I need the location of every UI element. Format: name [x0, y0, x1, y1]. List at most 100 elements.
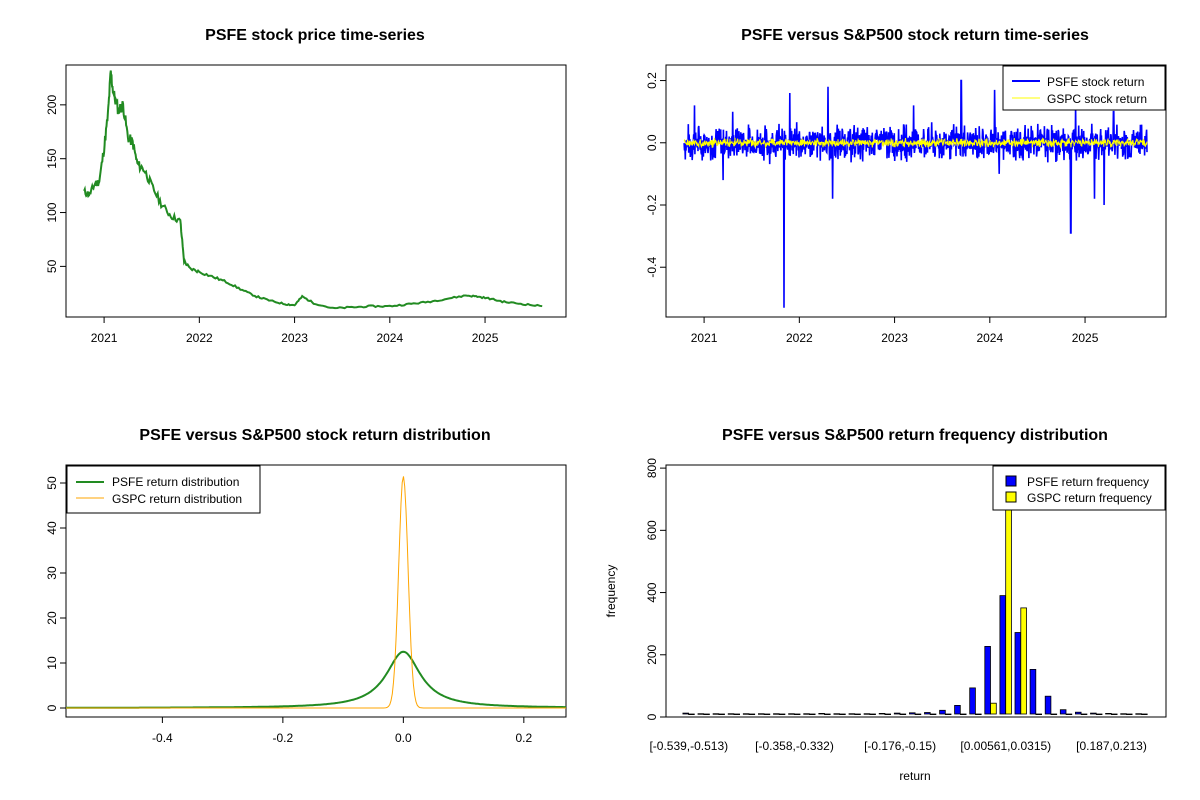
y-tick-label: 20	[45, 611, 59, 625]
bar-gspc	[763, 713, 771, 716]
y-tick-label: 150	[45, 148, 59, 168]
bar-gspc	[899, 713, 907, 716]
bar-gspc	[1020, 607, 1027, 715]
plot-frame	[665, 64, 1167, 318]
legend-label-gspc: GSPC stock return	[1047, 92, 1147, 106]
y-tick-label: -0.2	[645, 194, 659, 215]
legend: PSFE return frequency GSPC return freque…	[992, 465, 1166, 511]
bar-psfe	[712, 713, 720, 715]
bar-psfe	[803, 713, 810, 715]
x-axis-label: return	[899, 769, 930, 783]
x-tick-label: 2022	[186, 331, 213, 345]
x-tick-label: -0.4	[152, 731, 173, 745]
bar-psfe	[742, 713, 750, 715]
plot-frame	[65, 64, 567, 318]
y-tick-label: 200	[645, 644, 659, 664]
y-tick-label: 600	[645, 520, 659, 540]
bar-psfe	[1029, 669, 1037, 715]
bar-gspc	[1065, 713, 1073, 716]
series-layer	[83, 70, 543, 310]
density-line-gspc	[66, 476, 566, 709]
y-tick-label: 10	[45, 656, 59, 670]
bar-gspc	[733, 713, 741, 716]
series-line-psfe-price	[83, 70, 543, 310]
bar-psfe	[863, 713, 871, 715]
bar-psfe	[999, 595, 1007, 715]
y-tick-label: 0	[645, 713, 659, 720]
panel-return-timeseries: PSFE versus S&P500 stock return time-ser…	[645, 27, 1167, 345]
y-tick-label: -0.4	[645, 257, 659, 278]
y-tick-label: 400	[645, 582, 659, 602]
y-axis-label: frequency	[604, 565, 618, 618]
bar-gspc	[1141, 713, 1148, 716]
legend-label-psfe: PSFE stock return	[1047, 75, 1144, 89]
series-layer	[683, 79, 1148, 308]
legend-box	[1002, 65, 1166, 111]
x-tick-label: [-0.358,-0.332)	[755, 739, 834, 753]
bar-psfe	[833, 713, 841, 715]
x-tick-label: 2024	[376, 331, 403, 345]
x-tick-label: [0.187,0.213)	[1076, 739, 1147, 753]
x-tick-label: [0.00561,0.0315)	[960, 739, 1051, 753]
bar-gspc	[839, 713, 846, 716]
x-tick-label: 2022	[786, 331, 813, 345]
legend-swatch-psfe	[1005, 475, 1017, 487]
plot-frame	[65, 464, 567, 718]
bar-gspc	[1080, 713, 1088, 716]
y-tick-label: 30	[45, 566, 59, 580]
x-tick-label: 0.2	[515, 731, 532, 745]
bar-gspc	[960, 713, 967, 716]
legend-label-psfe: PSFE return frequency	[1027, 475, 1149, 489]
bar-psfe	[878, 713, 886, 715]
bar-psfe	[1059, 709, 1067, 715]
bar-gspc	[1035, 713, 1043, 716]
bar-gspc	[718, 713, 725, 716]
axis-ticks: 50 100 150 200 2021 2022 2023 2024 2025	[45, 95, 499, 345]
legend: PSFE stock return GSPC stock return	[1002, 65, 1166, 111]
y-tick-label: 50	[45, 259, 59, 273]
bar-gspc	[1111, 713, 1118, 716]
bar-psfe	[1135, 713, 1142, 715]
legend-box	[992, 465, 1166, 511]
panel-return-frequency: PSFE versus S&P500 return frequency dist…	[604, 427, 1167, 783]
bar-gspc	[990, 702, 997, 715]
series-line-gspc-return	[683, 136, 1148, 150]
legend-swatch-gspc	[1005, 491, 1017, 503]
bar-psfe	[773, 713, 780, 715]
bar-psfe	[1014, 632, 1022, 715]
bar-gspc	[688, 713, 695, 716]
bar-psfe	[893, 712, 901, 715]
bar-gspc	[824, 713, 831, 716]
x-tick-label: 2024	[976, 331, 1003, 345]
x-tick-label: 2021	[691, 331, 718, 345]
bar-psfe	[1105, 713, 1112, 715]
bar-gspc	[929, 713, 937, 716]
bar-psfe	[969, 687, 976, 715]
bar-gspc	[1050, 713, 1058, 716]
x-tick-label: 0.0	[395, 731, 412, 745]
bar-gspc	[1126, 713, 1133, 716]
bar-gspc	[869, 713, 876, 716]
bar-gspc	[914, 713, 922, 716]
x-tick-label: 2023	[881, 331, 908, 345]
bar-gspc	[748, 713, 756, 716]
x-tick-label: 2025	[472, 331, 499, 345]
x-tick-label: 2025	[1072, 331, 1099, 345]
x-tick-label: 2021	[91, 331, 118, 345]
y-tick-label: 0.0	[645, 134, 659, 151]
panel-price-timeseries: PSFE stock price time-series 50 100 150 200…	[45, 27, 567, 345]
bar-psfe	[758, 713, 765, 715]
bar-psfe	[848, 713, 856, 715]
bar-gspc	[793, 713, 801, 716]
bar-psfe	[788, 713, 795, 715]
series-line-psfe-return	[683, 79, 1148, 308]
bar-psfe	[682, 712, 690, 715]
bar-psfe	[727, 713, 735, 715]
legend-label-gspc: GSPC return frequency	[1027, 491, 1152, 505]
bar-psfe	[984, 646, 991, 715]
y-tick-label: 0	[45, 704, 59, 711]
bar-psfe	[954, 705, 961, 715]
legend-box	[66, 465, 261, 514]
legend: PSFE return distribution GSPC return dis…	[66, 465, 261, 514]
